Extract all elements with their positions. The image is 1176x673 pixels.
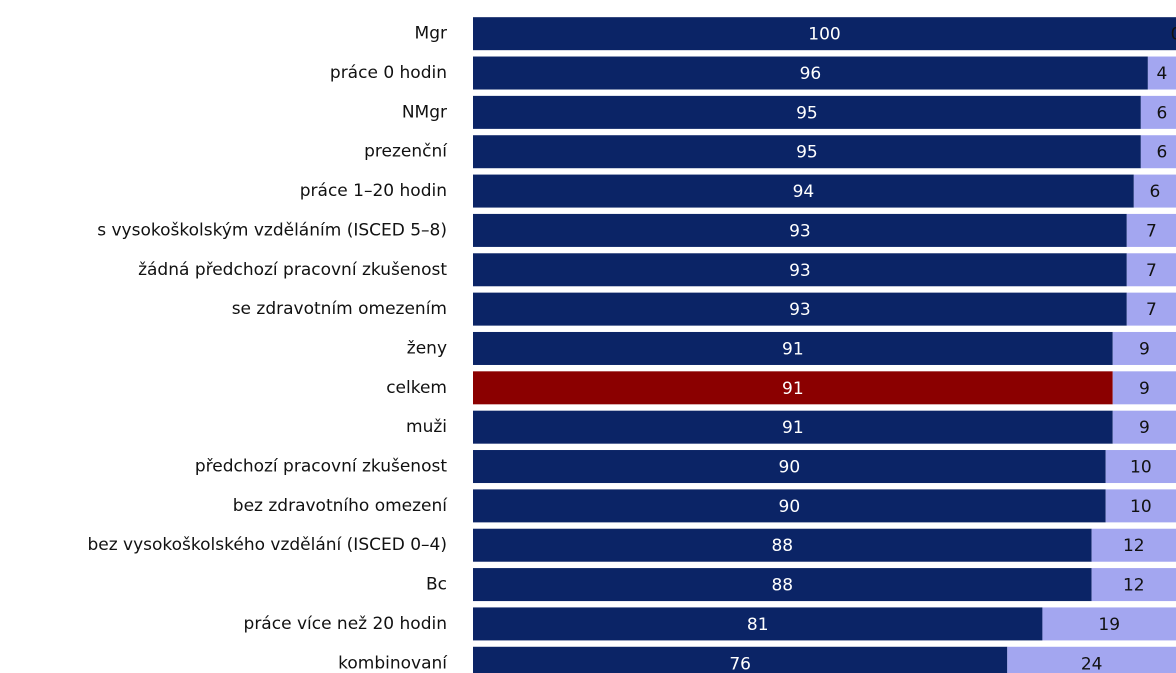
bar-segment	[1133, 174, 1176, 208]
bar-segment	[473, 213, 1127, 247]
data-label: 95	[796, 143, 818, 163]
data-label: 4	[1157, 64, 1168, 84]
data-label: 94	[793, 182, 815, 202]
bar-segment	[473, 17, 1176, 51]
data-label: 0	[1171, 25, 1176, 45]
bar-segment	[1112, 371, 1176, 405]
bar-segment	[1091, 568, 1176, 602]
bar-segment	[473, 56, 1148, 90]
y-tick-label: ženy	[407, 338, 447, 358]
data-label: 90	[779, 497, 801, 517]
bar-segment	[1126, 253, 1176, 287]
bar-segment	[473, 331, 1113, 365]
bar-segment	[1105, 450, 1176, 484]
y-tick-label: Mgr	[415, 24, 447, 44]
data-label: 93	[789, 221, 811, 241]
bar-segment	[1126, 292, 1176, 326]
data-label: 6	[1157, 143, 1168, 163]
bar-segment	[1105, 489, 1176, 523]
y-tick-label: žádná předchozí pracovní zkušenost	[138, 260, 447, 280]
bar-segment	[473, 450, 1106, 484]
data-label: 6	[1157, 103, 1168, 123]
y-tick-label: práce více než 20 hodin	[244, 614, 447, 634]
data-label: 81	[747, 615, 769, 635]
bar-segment	[473, 371, 1113, 405]
data-label: 9	[1139, 339, 1150, 359]
bar-segment	[1126, 213, 1176, 247]
data-label: 10	[1130, 497, 1152, 517]
data-label: 10	[1130, 458, 1152, 478]
bar-segment	[473, 135, 1141, 169]
data-label: 88	[771, 576, 793, 596]
data-label: 9	[1139, 418, 1150, 438]
y-tick-label: kombinovaní	[338, 653, 448, 673]
bar-segment	[1140, 95, 1176, 129]
data-label: 93	[789, 300, 811, 320]
y-tick-label: bez vysokoškolského vzdělání (ISCED 0–4)	[87, 535, 447, 555]
bar-segment	[473, 95, 1141, 129]
data-label: 12	[1123, 536, 1145, 556]
bar-segment	[473, 292, 1127, 326]
data-label: 96	[800, 64, 822, 84]
y-tick-label: bez zdravotního omezení	[233, 496, 448, 516]
data-label: 93	[789, 261, 811, 281]
bar-segment	[1140, 135, 1176, 169]
y-tick-label: se zdravotním omezením	[232, 299, 447, 319]
y-tick-label: práce 1–20 hodin	[300, 181, 447, 201]
y-tick-label: celkem	[386, 378, 447, 398]
data-label: 7	[1146, 300, 1157, 320]
data-label: 88	[771, 536, 793, 556]
bar-segment	[473, 607, 1043, 641]
y-tick-label: předchozí pracovní zkušenost	[195, 457, 448, 477]
bar-segment	[473, 646, 1008, 673]
bar-segment	[1147, 56, 1176, 90]
data-label: 7	[1146, 221, 1157, 241]
data-label: 100	[808, 25, 840, 45]
y-tick-label: práce 0 hodin	[330, 63, 447, 83]
y-tick-label: prezenční	[364, 142, 448, 162]
y-tick-label: Bc	[426, 575, 447, 595]
bar-segment	[473, 253, 1127, 287]
bar-segment	[473, 528, 1092, 562]
data-label: 76	[729, 654, 751, 673]
data-label: 24	[1081, 654, 1103, 673]
data-label: 90	[779, 458, 801, 478]
bar-segment	[473, 568, 1092, 602]
bar-segment	[1091, 528, 1176, 562]
data-label: 91	[782, 379, 804, 399]
data-label: 91	[782, 418, 804, 438]
data-label: 7	[1146, 261, 1157, 281]
bar-segment	[473, 174, 1134, 208]
data-label: 12	[1123, 576, 1145, 596]
data-label: 9	[1139, 379, 1150, 399]
bar-segment	[1112, 331, 1176, 365]
bar-segment	[473, 410, 1113, 444]
y-tick-label: NMgr	[402, 102, 447, 122]
y-tick-label: s vysokoškolským vzděláním (ISCED 5–8)	[97, 220, 447, 240]
y-tick-label: muži	[406, 417, 447, 437]
bar-segment	[1042, 607, 1176, 641]
bar-segment	[473, 489, 1106, 523]
data-label: 91	[782, 339, 804, 359]
data-label: 19	[1098, 615, 1120, 635]
data-label: 6	[1149, 182, 1160, 202]
data-label: 95	[796, 103, 818, 123]
bar-segment	[1112, 410, 1176, 444]
bar-segment	[1007, 646, 1176, 673]
